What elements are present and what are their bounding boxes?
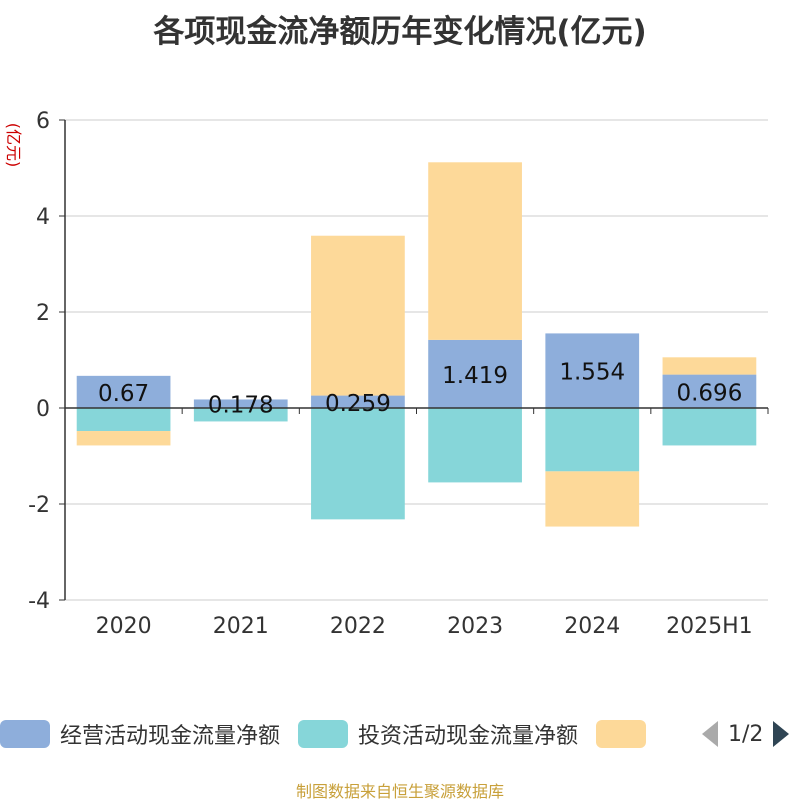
bar-investing xyxy=(545,408,640,472)
data-label: 1.419 xyxy=(442,363,508,389)
x-tick-label: 2020 xyxy=(96,614,152,639)
y-tick-label: 0 xyxy=(36,397,50,422)
bar-financing xyxy=(76,431,171,446)
y-axis-title: (亿元) xyxy=(4,123,23,168)
data-label: 1.554 xyxy=(559,360,625,386)
legend-swatch-investing[interactable] xyxy=(298,720,349,748)
x-tick-label: 2023 xyxy=(447,614,503,639)
x-tick-label: 2022 xyxy=(330,614,386,639)
legend-swatch-financing[interactable] xyxy=(596,720,647,748)
y-tick-label: -4 xyxy=(28,589,50,614)
data-label: 0.259 xyxy=(325,391,391,417)
x-tick-label: 2021 xyxy=(213,614,269,639)
bar-investing xyxy=(311,408,405,520)
x-tick-label: 2024 xyxy=(564,614,620,639)
bar-operating xyxy=(193,399,288,408)
bar-operating xyxy=(428,339,522,408)
legend-page-indicator: 1/2 xyxy=(728,721,764,747)
bar-investing xyxy=(662,408,757,446)
bar-investing xyxy=(193,408,288,422)
bar-operating xyxy=(311,395,405,408)
legend-next-icon[interactable] xyxy=(771,719,791,749)
bar-operating xyxy=(662,374,757,408)
legend-prev-icon[interactable] xyxy=(700,719,720,749)
axes: -4 -2 0 2 4 6 (亿元) 2020 2021 2022 2023 2024 2025H1 xyxy=(4,109,769,639)
legend-label-operating[interactable]: 经营活动现金流量净额 xyxy=(60,724,281,749)
bars xyxy=(76,162,757,527)
legend-label-investing[interactable]: 投资活动现金流量净额 xyxy=(358,724,579,749)
y-tick-label: -2 xyxy=(28,493,50,518)
bar-financing xyxy=(428,162,522,340)
data-labels: 0.67 0.178 0.259 1.419 1.554 0.696 xyxy=(98,360,742,419)
legend: 经营活动现金流量净额 投资活动现金流量净额 xyxy=(0,716,656,752)
bar-operating xyxy=(545,333,640,408)
bar-financing xyxy=(311,235,405,396)
data-label: 0.178 xyxy=(208,393,274,419)
legend-pager: 1/2 xyxy=(700,716,791,752)
chart-title: 各项现金流净额历年变化情况(亿元) xyxy=(153,14,647,50)
y-tick-label: 2 xyxy=(36,301,50,326)
x-tick-label: 2025H1 xyxy=(666,614,753,639)
source-note: 制图数据来自恒生聚源数据库 xyxy=(295,782,504,801)
bar-financing xyxy=(662,357,757,375)
data-label: 0.696 xyxy=(676,380,742,406)
bar-investing xyxy=(76,408,171,432)
data-label: 0.67 xyxy=(98,381,149,407)
grid-lines xyxy=(65,119,768,601)
legend-swatch-operating[interactable] xyxy=(0,720,50,748)
bar-financing xyxy=(545,471,640,527)
y-tick-label: 4 xyxy=(36,205,50,230)
bar-investing xyxy=(428,408,522,483)
bar-operating xyxy=(76,375,171,408)
y-tick-label: 6 xyxy=(36,109,50,134)
